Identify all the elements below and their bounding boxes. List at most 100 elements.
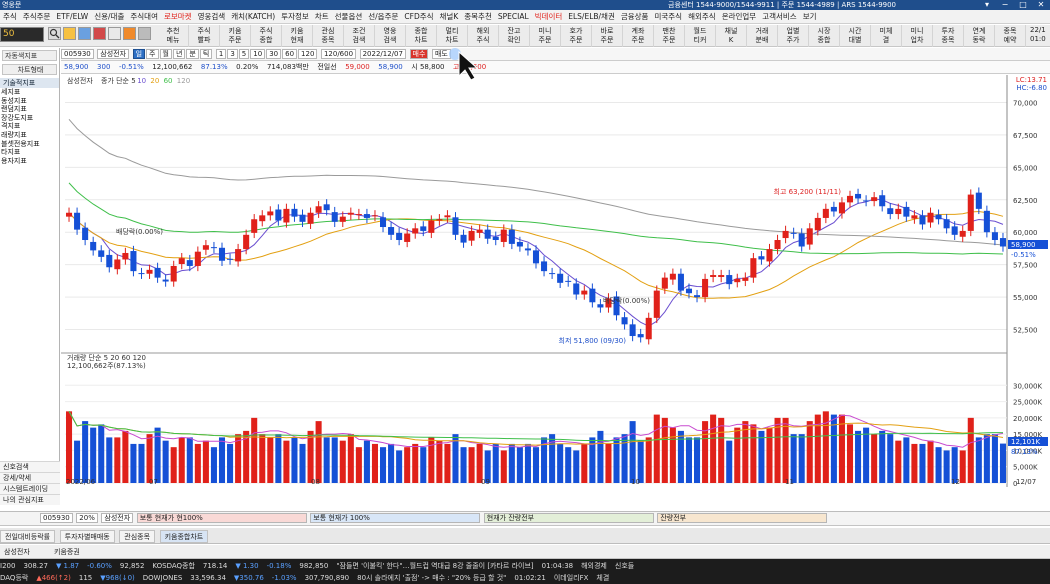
menu-item[interactable]: 채널K <box>439 12 459 21</box>
menu-item[interactable]: CFD주식 <box>404 12 434 21</box>
chart-type-tab[interactable]: 차트형태 <box>2 64 57 75</box>
code-input[interactable]: 005930 <box>61 49 94 59</box>
toolbar-button[interactable]: 시간 대별 <box>840 25 871 47</box>
minimize-button[interactable]: − <box>1001 0 1009 9</box>
chart-icon[interactable] <box>93 27 106 40</box>
minute-button[interactable]: 10 <box>250 49 266 59</box>
toolbar-button[interactable]: 종합 차트 <box>406 25 437 47</box>
menu-item[interactable]: 온라인업무 <box>721 12 757 21</box>
stock-name[interactable]: 삼성전자 <box>97 49 130 59</box>
order-code-input[interactable]: 005930 <box>40 513 73 523</box>
tab-chart[interactable]: 키움종합차트 <box>159 530 209 543</box>
screen-number-box[interactable]: 50 <box>0 27 44 42</box>
date-input[interactable]: 2022/12/07 <box>359 49 406 59</box>
indicator-item[interactable]: 래량지표 <box>1 130 27 139</box>
menu-item[interactable]: 미국주식 <box>654 12 683 21</box>
order-pct[interactable]: 20% <box>76 513 98 523</box>
strength-weakness[interactable]: 강세/약세 <box>0 472 60 483</box>
sell-button[interactable]: 매수 <box>409 49 429 59</box>
toolbar-button[interactable]: 호가 주문 <box>561 25 592 47</box>
toolbar-button[interactable]: 주식 빨파 <box>189 25 220 47</box>
toolbar-button[interactable]: 거래 분배 <box>747 25 778 47</box>
menu-item[interactable]: 빅데이터 <box>534 12 563 21</box>
indicator-item[interactable]: 용자지표 <box>1 156 27 165</box>
minute-button[interactable]: 3 <box>227 49 238 59</box>
toolbar-button[interactable]: 추천 메뉴 <box>158 25 189 47</box>
order-seg-4[interactable]: 잔량전부 <box>657 513 828 523</box>
menu-item[interactable]: 금융상품 <box>620 12 649 21</box>
menu-item[interactable]: 선/옵주문 <box>368 12 399 21</box>
menu-item[interactable]: 로보마켓 <box>163 12 192 21</box>
menu-item[interactable]: 종목추천 <box>464 12 492 21</box>
toolbar-button[interactable]: 관심 종목 <box>313 25 344 47</box>
toolbar-button[interactable]: 바로 주문 <box>592 25 623 47</box>
count-input[interactable]: 120/600 <box>320 49 357 59</box>
menu-item[interactable]: 캐치(KATCH) <box>231 12 276 21</box>
minute-button[interactable]: 5 <box>238 49 250 59</box>
toolbar-button[interactable]: 미체 결 <box>871 25 902 47</box>
menu-item[interactable]: ELS/ELB/채권 <box>568 12 615 21</box>
toolbar-button[interactable]: 채널 K <box>716 25 747 47</box>
toolbar-button[interactable]: 종목 예약 <box>995 25 1026 47</box>
menu-item[interactable]: 고객서비스 <box>762 12 797 21</box>
toolbar-button[interactable]: 영웅 검색 <box>375 25 406 47</box>
menu-item[interactable]: 투자정보 <box>281 12 309 21</box>
toolbar-button[interactable]: 키움 현재 <box>282 25 313 47</box>
indicator-item[interactable]: 장강도지표 <box>1 113 34 122</box>
minute-button[interactable]: 60 <box>282 49 298 59</box>
tab-investor[interactable]: 투자자별매매동 <box>59 530 115 543</box>
toolbar-button[interactable]: 계좌 주문 <box>623 25 654 47</box>
toolbar-button[interactable]: 잔고 확인 <box>499 25 530 47</box>
period-button[interactable]: 주 <box>146 49 159 59</box>
indicator-item[interactable]: 동성지표 <box>1 96 27 105</box>
menu-item[interactable]: 해외주식 <box>688 12 716 21</box>
toolbar-button[interactable]: 연계 동락 <box>964 25 995 47</box>
menu-item[interactable]: 선물옵션 <box>334 12 363 21</box>
menu-item[interactable]: 주식대여 <box>130 12 158 21</box>
toolbar-button[interactable]: 팬찬 주문 <box>654 25 685 47</box>
menu-item[interactable]: 보기 <box>802 12 817 21</box>
search-icon[interactable] <box>48 27 61 40</box>
toolbar-button[interactable]: 키움 주문 <box>220 25 251 47</box>
order-seg-3[interactable]: 현재가 잔량전부 <box>483 513 654 523</box>
menu-item[interactable]: ETF/ELW <box>56 12 89 21</box>
minute-button[interactable]: 30 <box>266 49 282 59</box>
menu-item[interactable]: 영웅검색 <box>197 12 226 21</box>
menu-item[interactable]: 주식 <box>3 12 17 21</box>
maximize-button[interactable]: □ <box>1019 0 1027 9</box>
toolbar-button[interactable]: 시장 종합 <box>809 25 840 47</box>
toolbar-button[interactable]: 월드 티커 <box>685 25 716 47</box>
toolbar-button[interactable]: 미니 업차 <box>902 25 933 47</box>
tab-change-rate[interactable]: 전일대비등락률 <box>0 530 56 543</box>
minute-button[interactable]: 1 <box>215 49 227 59</box>
indicator-item[interactable]: 타지표 <box>1 148 21 157</box>
mail-icon[interactable] <box>108 27 121 40</box>
menu-item[interactable]: 주식주문 <box>22 12 51 21</box>
folder-icon[interactable] <box>63 27 76 40</box>
menu-arrow-button[interactable]: ▾ <box>984 0 989 9</box>
indicator-item[interactable]: 격지표 <box>1 122 21 131</box>
toolbar-button[interactable]: 주식 종합 <box>251 25 282 47</box>
period-button[interactable]: 틱 <box>199 49 213 59</box>
minute-button[interactable]: 120 <box>298 49 318 59</box>
toolbar-button[interactable]: 투자 종목 <box>933 25 964 47</box>
order-name[interactable]: 삼성전자 <box>101 513 134 523</box>
close-button[interactable]: ✕ <box>1037 0 1045 9</box>
lock-icon[interactable] <box>123 27 136 40</box>
toolbar-button[interactable]: 해외 주식 <box>468 25 499 47</box>
price-chart[interactable]: 70,000 67,500 65,000 62,500 60,000 57,500 55,0… <box>61 75 1050 487</box>
toolbar-button[interactable]: 미니 주문 <box>530 25 561 47</box>
system-trading[interactable]: 시스템트레이딩 <box>0 483 60 494</box>
indicator-item[interactable]: 세지표 <box>1 88 21 96</box>
order-seg-1[interactable]: 보통 현재가 현100% <box>136 513 307 523</box>
period-button[interactable]: 년 <box>172 49 186 59</box>
indicator-item[interactable]: 랜덤지표 <box>1 105 27 114</box>
technical-indicators-section[interactable]: 기술적지표 <box>0 78 59 88</box>
period-button[interactable]: 분 <box>186 49 199 59</box>
tab-watchlist[interactable]: 관심종목 <box>119 530 156 543</box>
menu-item[interactable]: SPECIAL <box>497 12 529 21</box>
order-seg-2[interactable]: 보통 현재가 100% <box>310 513 481 523</box>
toolbar-button[interactable]: 멀티 차트 <box>437 25 468 47</box>
my-favorite-indicators[interactable]: 나의 관심지표 <box>0 494 60 505</box>
toolbar-button[interactable]: 조건 검색 <box>344 25 375 47</box>
